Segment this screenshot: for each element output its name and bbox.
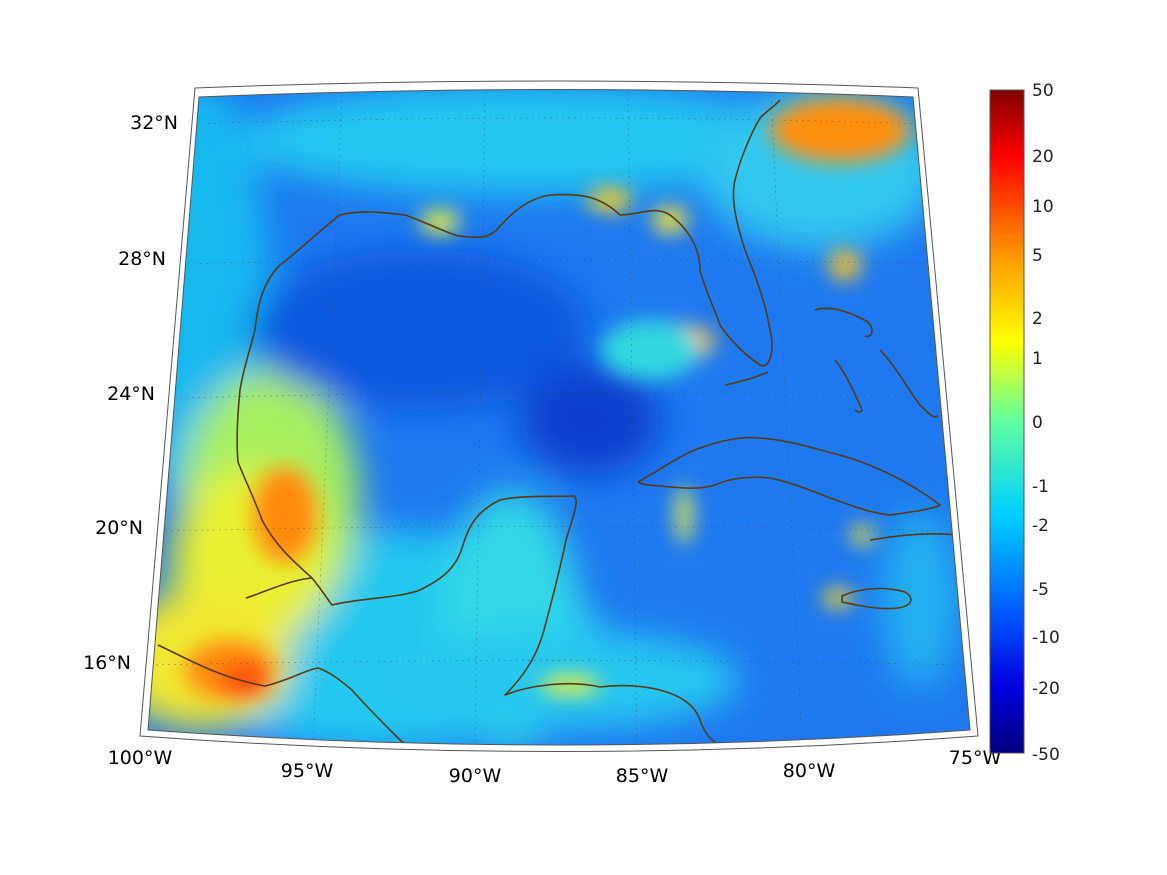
lon-label: 75°W — [949, 747, 1002, 769]
field-gulf-deep — [250, 250, 590, 410]
coastline-bahamas-1 — [814, 307, 873, 338]
coastline-gulf — [245, 495, 719, 745]
lon-axis: 100°W 95°W 90°W 85°W 80°W 75°W — [108, 747, 1002, 787]
graticule — [149, 91, 966, 745]
colorbar-tick: 5 — [1032, 246, 1043, 266]
map-frame — [147, 89, 971, 746]
colorbar-tick: -1 — [1032, 477, 1049, 497]
colorbar-tick: -20 — [1032, 679, 1060, 699]
lon-label: 100°W — [108, 747, 173, 769]
hotspot-georgia-orange — [770, 98, 910, 162]
colorbar-gradient — [989, 89, 1025, 754]
hotspot-gulf-cyan — [600, 320, 700, 380]
colorbar-tick: 20 — [1032, 147, 1054, 167]
field-center-deep — [520, 365, 660, 475]
colorbar-tick: -10 — [1032, 628, 1060, 648]
colorbar-tick: 0 — [1032, 413, 1043, 433]
field-northcoast-cyan — [240, 89, 800, 195]
hotspot-veracruz-orange — [253, 467, 317, 563]
hotspot-sw-red — [220, 662, 270, 698]
colorbar-labels: 50 20 10 5 2 1 0 -1 -2 -5 -10 -20 -50 — [1032, 81, 1060, 765]
colorbar-tick: 50 — [1032, 81, 1054, 101]
colorbar-tick: -50 — [1032, 745, 1060, 765]
map-frame-outer — [139, 80, 979, 752]
lat-label: 32°N — [130, 112, 178, 134]
colorbar-tick: -2 — [1032, 516, 1049, 536]
coastline-mexico-gulf — [236, 99, 781, 579]
coastline-central-america — [157, 644, 411, 745]
lon-label: 90°W — [449, 765, 502, 787]
coastline-jamaica — [841, 587, 912, 610]
hotspot-bahamas-yellow — [829, 249, 861, 281]
lat-label: 16°N — [83, 652, 131, 674]
colorbar-tick: 2 — [1032, 309, 1043, 329]
hotspot-northcoast-yellow — [588, 188, 632, 212]
coastline-cuba — [637, 436, 941, 516]
hotspot-caribbean-strip — [676, 485, 692, 545]
field-east-cyan — [880, 510, 960, 690]
coastline-hispaniola — [869, 533, 956, 541]
hotspot-honduras-yellow — [540, 675, 600, 695]
coastlines — [157, 99, 956, 745]
lon-label: 95°W — [281, 760, 334, 782]
colorbar-tick: -5 — [1032, 580, 1049, 600]
hotspot-louisiana-yellow — [420, 210, 460, 234]
coastline-bahamas-2 — [834, 359, 863, 413]
lon-label: 85°W — [616, 765, 669, 787]
hotspot-jamaica-yellow — [822, 588, 854, 608]
colorbar: 50 20 10 5 2 1 0 -1 -2 -5 -10 -20 -50 — [989, 81, 1060, 765]
coastline-bahamas-3 — [879, 349, 939, 418]
hotspot-cuba-yellow — [850, 525, 874, 545]
coastline-keys — [724, 371, 769, 386]
lat-label: 24°N — [107, 383, 155, 405]
hotspot-panhandle-yellow — [652, 206, 688, 234]
lat-axis: 32°N 28°N 24°N 20°N 16°N — [83, 112, 178, 674]
colorbar-tick: 1 — [1032, 349, 1043, 369]
lat-label: 28°N — [118, 248, 166, 270]
colorbar-tick: 10 — [1032, 197, 1054, 217]
lat-label: 20°N — [95, 517, 143, 539]
lon-label: 80°W — [783, 760, 836, 782]
map-field — [148, 89, 970, 745]
